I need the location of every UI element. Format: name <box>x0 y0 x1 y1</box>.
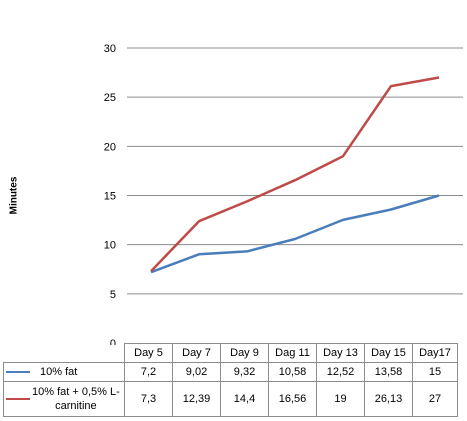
legend-label-line: 10% fat + 0,5% L- <box>32 386 120 398</box>
y-tick-label: 0 <box>110 338 116 345</box>
data-label: 26,13 <box>364 381 413 417</box>
y-tick-label: 5 <box>110 289 116 301</box>
data-table-corner <box>4 344 125 363</box>
category-label: Day 5 <box>124 343 173 363</box>
y-tick-label: 25 <box>104 92 116 104</box>
category-label: Dag 11 <box>268 343 317 363</box>
data-label: 13,58 <box>364 362 413 382</box>
y-tick-label: 30 <box>104 43 116 55</box>
category-label: Day 15 <box>364 343 413 363</box>
data-label: 14,4 <box>220 381 269 417</box>
legend-label: 10% fat <box>40 366 78 378</box>
category-label: Day 9 <box>220 343 269 363</box>
data-label: 19 <box>316 381 365 417</box>
data-table-header: Day 5 Day 7 Day 9 Dag 11 Day 13 Day 15 D… <box>4 343 458 363</box>
legend-swatch-series-1 <box>6 371 30 373</box>
category-label: Day 7 <box>172 343 221 363</box>
data-label: 12,52 <box>316 362 365 382</box>
gridlines <box>127 47 463 295</box>
data-label: 10,58 <box>268 362 317 382</box>
series-line-2 <box>150 76 440 273</box>
category-label: Day17 <box>412 343 458 363</box>
data-label: 9,32 <box>220 362 269 382</box>
data-label: 12,39 <box>172 381 221 417</box>
data-label: 9,02 <box>172 362 221 382</box>
data-label: 7,3 <box>124 381 173 417</box>
y-tick-label: 15 <box>104 191 116 203</box>
y-tick-labels: 0 5 10 15 20 25 30 <box>104 43 116 345</box>
data-label: 27 <box>412 381 458 417</box>
legend-entry: 10% fat <box>3 362 125 382</box>
y-axis-label: Minutes <box>8 176 20 215</box>
data-label: 16,56 <box>268 381 317 417</box>
data-table-row: 10% fat + 0,5% L- carnitine 7,3 12,39 14… <box>3 381 458 417</box>
data-label: 7,2 <box>124 362 173 382</box>
legend-entry: 10% fat + 0,5% L- carnitine <box>3 381 125 417</box>
data-label: 15 <box>412 362 458 382</box>
legend-label: 10% fat + 0,5% L- carnitine <box>32 385 120 413</box>
series-lines <box>150 76 440 274</box>
y-tick-label: 10 <box>104 240 116 252</box>
y-tick-label: 20 <box>104 141 116 153</box>
data-table: Day 5 Day 7 Day 9 Dag 11 Day 13 Day 15 D… <box>3 343 458 417</box>
line-chart: 0 5 10 15 20 25 30 <box>104 43 463 345</box>
series-line-1 <box>150 194 440 274</box>
legend-label-line: carnitine <box>55 400 97 412</box>
category-label: Day 13 <box>316 343 365 363</box>
legend-swatch-series-2 <box>6 398 30 400</box>
data-table-row: 10% fat 7,2 9,02 9,32 10,58 12,52 13,58 … <box>3 362 458 382</box>
